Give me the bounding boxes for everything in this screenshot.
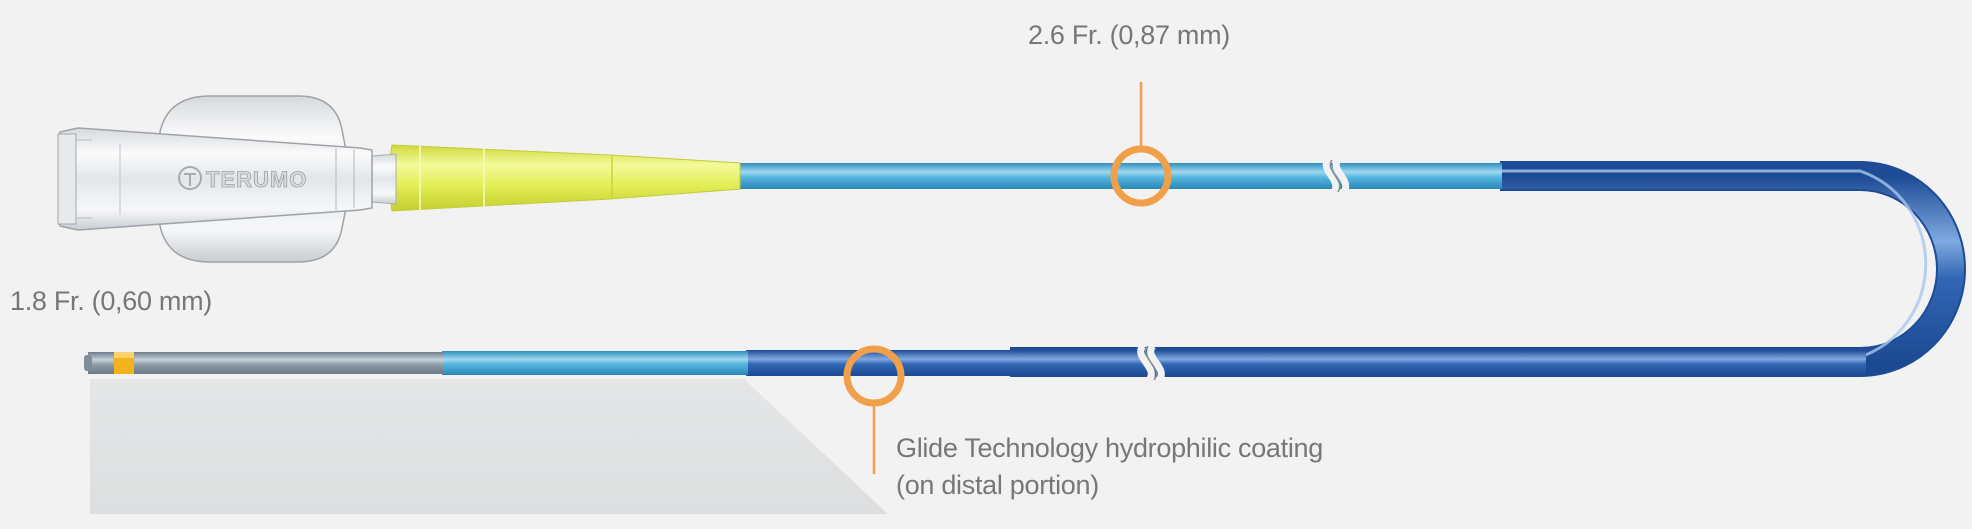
shaft-proximal-light bbox=[738, 163, 1502, 189]
callout-circle-top bbox=[1110, 145, 1172, 207]
coating-label-line1: Glide Technology hydrophilic coating bbox=[896, 433, 1323, 463]
coating-label-line2: (on distal portion) bbox=[896, 470, 1099, 500]
distal-tip bbox=[88, 352, 444, 374]
shaft-distal-light bbox=[442, 351, 748, 375]
strain-relief bbox=[388, 144, 741, 212]
hub-brand-text: TERUMO bbox=[206, 167, 307, 192]
proximal-diameter-label: 2.6 Fr. (0,87 mm) bbox=[1028, 20, 1230, 50]
shadow-panel bbox=[90, 379, 888, 514]
distal-diameter-label: 1.8 Fr. (0,60 mm) bbox=[10, 286, 212, 316]
shaft-distal-dark bbox=[746, 350, 1866, 376]
catheter-hub: TERUMO bbox=[57, 95, 397, 263]
break-mark-upper bbox=[1322, 157, 1350, 194]
coating-label: Glide Technology hydrophilic coating (on… bbox=[896, 430, 1323, 504]
break-mark-lower bbox=[1137, 343, 1165, 383]
